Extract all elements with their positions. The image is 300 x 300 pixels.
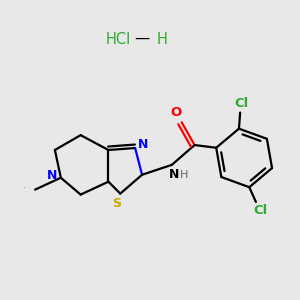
- Text: Cl: Cl: [254, 204, 268, 218]
- Text: H: H: [179, 170, 188, 180]
- Text: H: H: [157, 32, 167, 46]
- Text: N: N: [169, 168, 179, 181]
- Text: Cl: Cl: [234, 97, 248, 110]
- Text: O: O: [170, 106, 182, 119]
- Text: N: N: [138, 138, 148, 151]
- Text: N: N: [46, 169, 57, 182]
- Text: S: S: [112, 197, 121, 210]
- Text: HCl: HCl: [106, 32, 131, 46]
- Text: —: —: [134, 31, 150, 46]
- Text: CH₃: CH₃: [24, 187, 26, 188]
